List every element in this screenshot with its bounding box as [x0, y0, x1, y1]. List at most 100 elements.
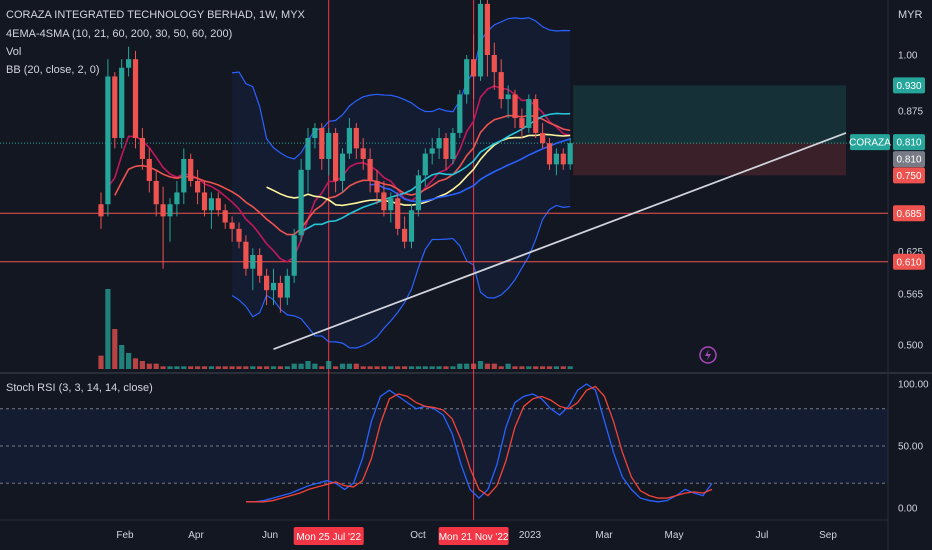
cursor-date-tag	[293, 527, 364, 545]
volume-bar	[429, 366, 435, 369]
volume-bar	[243, 366, 249, 369]
volume-bar	[353, 363, 359, 369]
candle-body	[395, 198, 401, 229]
candle-body	[264, 275, 270, 291]
candle-body	[491, 55, 497, 73]
time-axis-label: Jul	[756, 530, 769, 541]
cursor-date-tag	[438, 527, 509, 545]
volume-bar	[505, 363, 511, 369]
candle-body	[471, 59, 477, 77]
volume-bar	[312, 363, 318, 369]
currency-label: MYR	[898, 9, 923, 21]
candle-body	[526, 99, 532, 128]
candle-body	[243, 241, 249, 269]
volume-bar	[498, 366, 504, 369]
bollinger-indicator-label[interactable]: BB (20, close, 2, 0)	[6, 64, 100, 76]
price-label-tag	[893, 77, 925, 94]
volume-bar	[546, 366, 553, 369]
time-axis-label: Apr	[188, 530, 204, 541]
candle-body	[270, 282, 277, 291]
stoch-tick-label: 0.00	[898, 504, 918, 515]
volume-bar	[132, 358, 139, 369]
price-label-tag	[893, 134, 925, 151]
volume-bar	[139, 361, 145, 369]
candle-body	[457, 94, 463, 133]
price-label-text: 0.810	[896, 155, 921, 166]
candle-body	[346, 127, 352, 154]
volume-bar	[415, 366, 421, 369]
volume-bar	[105, 289, 111, 369]
volume-bar	[477, 361, 484, 369]
volume-bar	[333, 366, 339, 369]
stoch-tick-label: 100.00	[898, 380, 929, 391]
volume-bar	[195, 366, 201, 369]
ema-indicator-label[interactable]: 4EMA-4SMA (10, 21, 60, 200, 30, 50, 60, …	[6, 28, 233, 40]
candle-body	[443, 138, 449, 159]
volume-bar	[519, 366, 525, 369]
lightning-icon	[699, 346, 717, 364]
stoch-rsi-indicator-label[interactable]: Stoch RSI (3, 3, 14, 14, close)	[6, 382, 153, 394]
time-axis-label: 2023	[519, 530, 542, 541]
candle-body	[353, 127, 359, 149]
candle-body	[257, 255, 263, 276]
candle-body	[505, 94, 511, 100]
candle-body	[429, 148, 435, 154]
candle-body	[298, 169, 304, 236]
candle-body	[512, 94, 518, 119]
volume-bar	[257, 366, 263, 369]
time-axis-label: Feb	[116, 530, 134, 541]
volume-bar	[484, 363, 490, 369]
bollinger-upper-band	[232, 17, 571, 160]
price-label-text: 0.750	[896, 171, 921, 182]
candle-body	[422, 153, 428, 176]
volume-bar	[188, 366, 194, 369]
candle-body	[381, 192, 387, 211]
candle-body	[277, 282, 283, 298]
candle-body	[402, 228, 408, 242]
volume-bar	[367, 366, 373, 369]
candle-body	[319, 127, 325, 159]
candle-body	[436, 138, 442, 149]
price-label-tag	[893, 167, 925, 184]
volume-bar	[215, 366, 221, 369]
volume-bar	[395, 366, 401, 369]
volume-bar	[160, 366, 166, 369]
volume-bar	[305, 361, 311, 369]
volume-bar	[264, 366, 270, 369]
volume-bar	[540, 366, 546, 369]
candle-body	[146, 158, 152, 181]
long-position-target-zone	[573, 85, 846, 144]
candle-body	[153, 180, 159, 205]
price-label-text: 0.685	[896, 209, 921, 220]
candle-body	[415, 175, 421, 211]
time-axis-label: Jun	[262, 530, 278, 541]
volume-bar	[146, 363, 152, 369]
candle-body	[553, 153, 559, 165]
price-tick-label: 0.500	[898, 341, 923, 352]
volume-bar	[512, 366, 518, 369]
volume-bar	[553, 366, 559, 369]
volume-bar	[319, 366, 325, 369]
time-axis-label: Sep	[819, 530, 837, 541]
candle-body	[560, 153, 566, 165]
lightning-icon-glyph	[705, 349, 711, 361]
volume-indicator-label[interactable]: Vol	[6, 46, 22, 58]
candle-body	[188, 158, 194, 181]
candle-body	[374, 180, 380, 193]
sma200-line	[370, 138, 571, 203]
candle-body	[215, 198, 221, 211]
volume-bar	[174, 366, 180, 369]
candle-body	[105, 76, 111, 205]
bollinger-lower-band	[231, 204, 571, 349]
candle-body	[519, 118, 525, 128]
price-label-tag	[893, 253, 925, 270]
volume-bar	[360, 366, 366, 369]
volume-bar	[436, 366, 442, 369]
volume-bar	[284, 366, 290, 369]
candle-body	[464, 59, 470, 95]
price-label-tag	[893, 151, 925, 168]
candle-body	[360, 148, 366, 159]
volume-bar	[374, 366, 380, 369]
candle-body	[546, 143, 553, 165]
